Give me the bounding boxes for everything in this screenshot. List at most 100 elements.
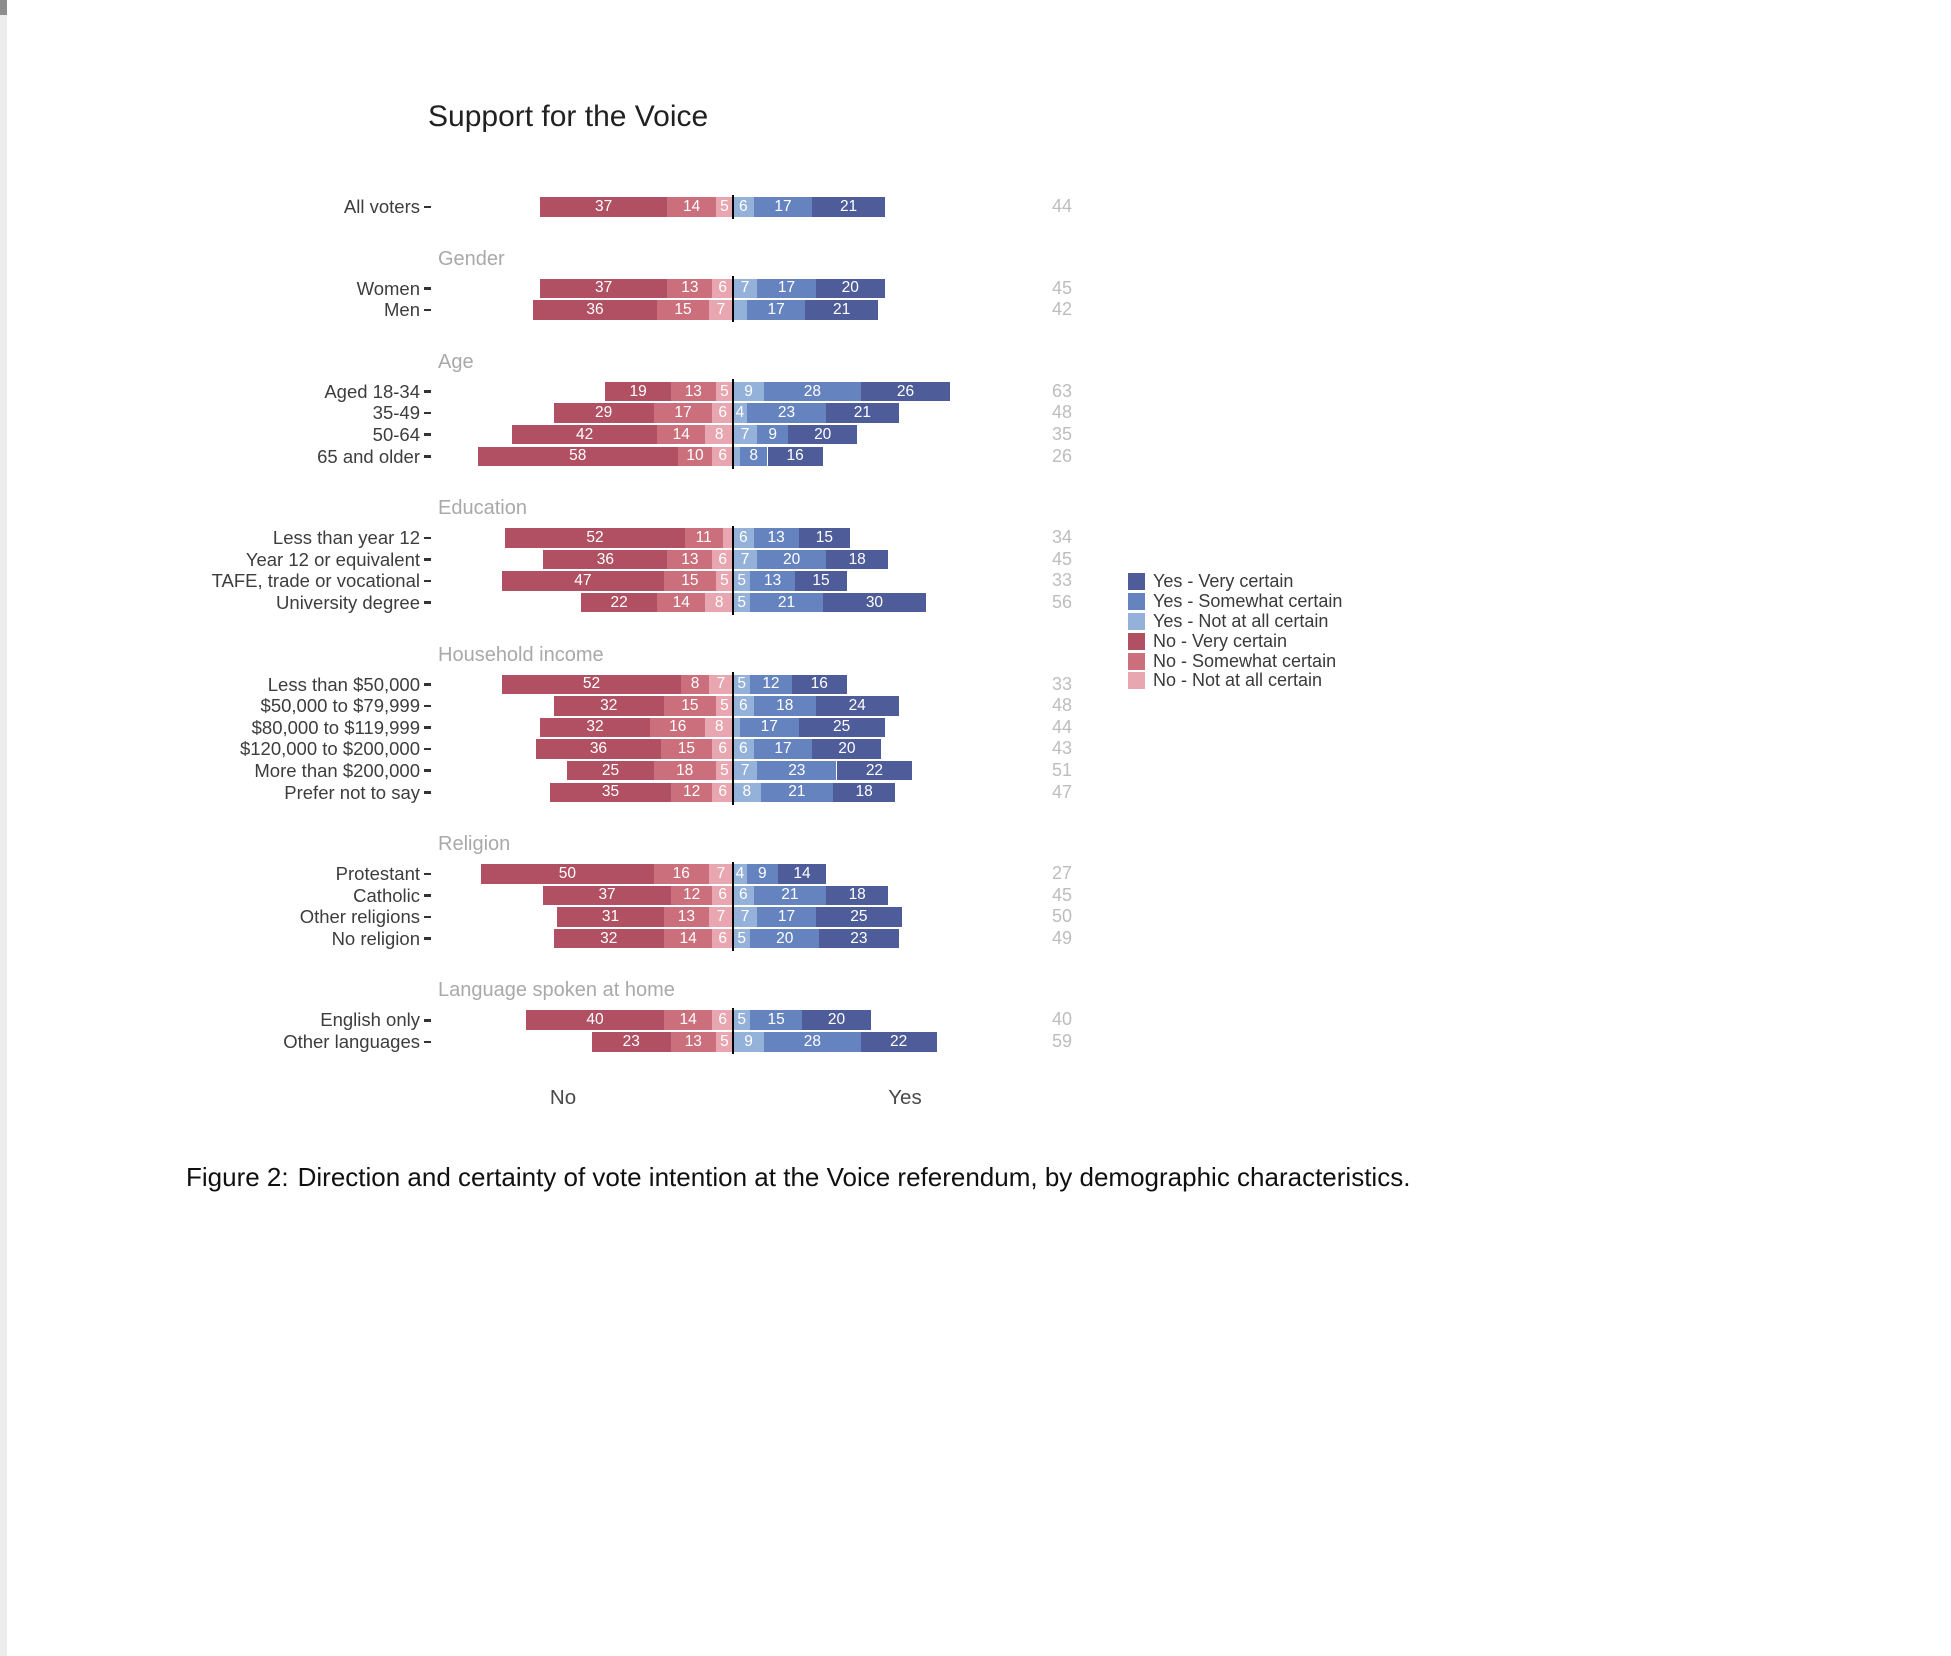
bar-segment-yes: 18 [833,782,896,802]
total-yes-value: 47 [1051,781,1072,802]
bar-segment-yes: 22 [860,1032,937,1052]
bar-segment-yes: 18 [826,885,889,906]
row-label: Less than year 12 [272,527,420,549]
center-line [731,883,735,908]
row-label: Women [356,277,420,299]
bar-segment-yes: 8 [739,446,768,467]
bar-segment-yes: 20 [815,278,885,299]
bar-segment-no: 58 [477,446,678,467]
bar-segment-no: 5 [715,1032,733,1052]
axis-tick [424,287,431,290]
bar-segment-no: 37 [543,885,671,906]
bar-segment-yes: 20 [812,739,882,759]
center-line [731,547,735,572]
axis-tick [424,704,431,708]
bar-segment-yes: 17 [753,197,813,217]
bar-segment-no: 36 [532,300,658,320]
bar-segment-no: 32 [553,928,664,949]
bar-segment-yes: 20 [802,1010,871,1030]
bar-segment-yes: 16 [767,446,823,467]
bar-segment-yes: 6 [733,197,754,217]
bar-segment-no: 15 [664,571,716,591]
chart-row: 50-64 42 14 8 7 9 20 35 [0,422,1951,448]
bar-segment-yes: 25 [815,907,903,927]
bar-segment-no: 5 [715,696,733,716]
center-line [731,715,735,740]
bar-segment-no: 6 [712,278,733,299]
bar-segment-no: 42 [512,424,658,445]
bar-segment-no: 8 [705,717,733,738]
bar-segment-no: 8 [705,592,733,613]
bar-segment-no: 52 [505,528,685,548]
bar-segment-yes: 21 [760,782,834,802]
row-label: TAFE, trade or vocational [211,570,420,592]
bar-segment-yes: 17 [739,717,799,738]
bar-segment-no: 6 [712,928,733,949]
bar-segment-yes: 7 [733,760,758,781]
bar-segment-no: 14 [667,197,716,217]
bar-segment-yes: 26 [860,381,951,402]
legend-item: Yes - Somewhat certain [1128,591,1342,612]
axis-tick [424,390,431,393]
chart-row: Catholic 37 12 6 6 21 18 45 [0,883,1951,908]
chart-row: Women 37 13 6 7 17 20 45 [0,276,1951,301]
bar-segment-no: 18 [653,760,716,781]
bar-segment-yes: 23 [757,760,837,781]
row-label: More than $200,000 [254,759,420,781]
bar-segment-no: 13 [670,381,716,402]
x-axis: No Yes [0,1086,1951,1112]
chart-row: English only 40 14 6 5 15 20 40 [0,1007,1951,1033]
legend-label: No - Very certain [1153,630,1288,651]
bar-segment-no: 47 [501,571,664,591]
bar-segment-yes: 17 [746,300,806,320]
bar-segment-yes: 6 [733,885,754,906]
total-yes-value: 35 [1051,423,1072,444]
bar-segment-yes: 18 [753,696,816,716]
axis-tick [424,894,431,897]
bar-segment-yes: 9 [746,864,778,884]
total-yes-value: 45 [1051,884,1072,905]
bar-segment-yes: 28 [764,1032,861,1052]
bar-segment-yes [733,446,740,467]
row-label: 35-49 [372,402,420,424]
bar-segment-yes: 23 [746,403,827,423]
axis-tick [424,433,431,437]
bar-segment-yes: 20 [788,424,858,445]
bar-segment-yes: 23 [819,928,899,949]
axis-tick [424,726,431,729]
bar-segment-no: 13 [670,1032,716,1052]
bar-segment-no: 32 [553,696,664,716]
bar-segment-yes: 16 [791,674,847,695]
bar-segment-no: 36 [536,739,661,759]
bar-segment-no: 10 [677,446,713,467]
legend-item: No - Not at all certain [1128,670,1342,691]
bar-segment-yes: 13 [753,528,799,548]
bar-segment-yes: 17 [757,907,816,927]
row-label: Prefer not to say [284,781,420,803]
bar-segment-no: 31 [557,907,664,927]
row-label: Year 12 or equivalent [245,548,420,570]
x-axis-label-no: No [549,1086,577,1109]
legend-label: Yes - Very certain [1153,571,1294,592]
bar-segment-no: 32 [539,717,651,738]
bar-segment-yes: 6 [733,528,754,548]
row-label: 50-64 [372,423,420,445]
row-label: Less than $50,000 [267,673,420,695]
legend-swatch [1128,652,1145,670]
bar-segment-yes: 15 [798,528,851,548]
bar-segment-yes: 8 [733,782,761,802]
bar-segment-yes: 21 [805,300,878,320]
bar-segment-yes [733,717,740,738]
bar-segment-yes: 7 [733,424,758,445]
legend-item: Yes - Not at all certain [1128,611,1342,632]
chart-title: Support for the Voice [428,100,709,133]
total-yes-value: 34 [1051,527,1072,548]
bar-segment-yes: 21 [750,592,823,613]
legend-item: No - Somewhat certain [1128,651,1342,671]
center-line [731,758,735,783]
bar-segment-no: 6 [712,446,733,467]
bar-segment-yes: 7 [733,549,758,570]
total-yes-value: 43 [1051,738,1072,759]
axis-tick [424,1040,431,1044]
axis-tick [424,579,431,583]
